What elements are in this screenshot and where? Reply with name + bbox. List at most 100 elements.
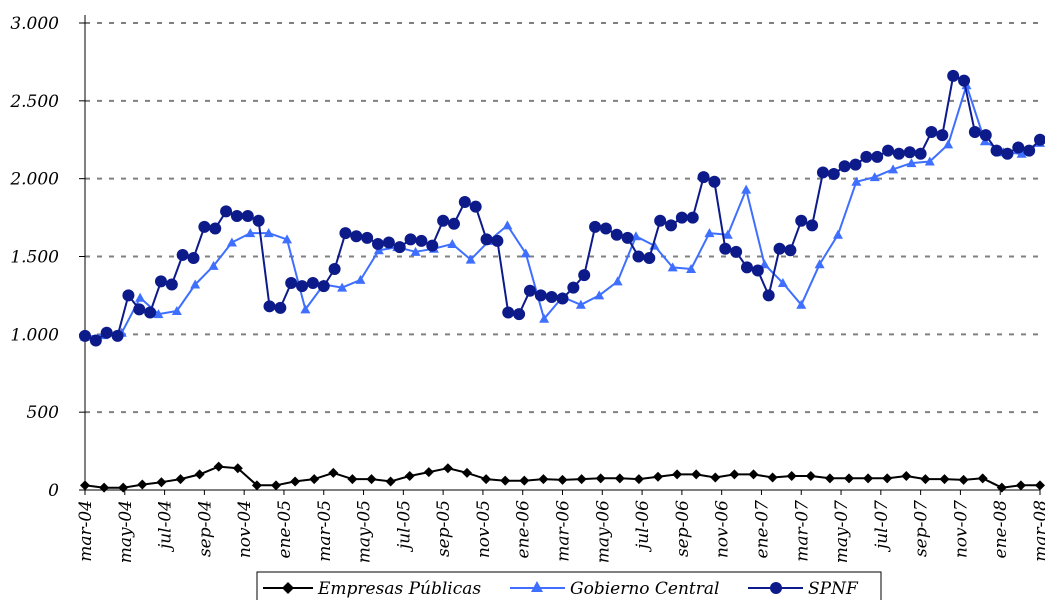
x-tick-label: mar-04 bbox=[76, 500, 96, 562]
x-tick-label: sep-06 bbox=[673, 500, 693, 557]
data-point bbox=[704, 228, 715, 238]
data-point bbox=[458, 196, 471, 209]
data-point bbox=[849, 158, 862, 171]
data-point bbox=[1015, 480, 1026, 491]
data-point bbox=[977, 473, 988, 484]
data-point bbox=[860, 150, 873, 163]
data-point bbox=[423, 467, 434, 478]
data-point bbox=[144, 306, 157, 319]
data-point bbox=[1012, 141, 1025, 154]
data-point bbox=[667, 262, 678, 272]
data-point bbox=[404, 233, 417, 246]
x-tick-label: nov-07 bbox=[951, 500, 971, 558]
data-point bbox=[171, 305, 182, 315]
data-point bbox=[271, 480, 281, 491]
data-point bbox=[251, 480, 262, 491]
data-point bbox=[863, 473, 874, 484]
x-tick-label: may-07 bbox=[832, 500, 852, 563]
x-tick-label: may-05 bbox=[355, 500, 375, 563]
data-point bbox=[943, 139, 954, 149]
data-point bbox=[595, 473, 606, 484]
legend-item-gobierno: Gobierno Central bbox=[510, 579, 719, 599]
x-tick-label: jul-04 bbox=[156, 500, 176, 553]
data-point bbox=[777, 277, 788, 287]
x-tick-label: ene-06 bbox=[514, 500, 534, 559]
data-point bbox=[252, 214, 265, 227]
data-point bbox=[773, 242, 786, 255]
data-point bbox=[209, 222, 222, 235]
data-point bbox=[691, 469, 702, 480]
data-point bbox=[462, 467, 472, 478]
data-point bbox=[1034, 133, 1045, 146]
data-point bbox=[838, 160, 851, 173]
data-point bbox=[722, 229, 733, 239]
data-point bbox=[355, 274, 366, 284]
x-tick-label: mar-07 bbox=[792, 500, 812, 562]
data-point bbox=[556, 292, 569, 305]
data-point bbox=[306, 276, 319, 289]
data-point bbox=[686, 211, 699, 224]
data-point bbox=[175, 474, 186, 485]
data-point bbox=[816, 166, 829, 179]
data-point bbox=[906, 158, 917, 168]
data-point bbox=[708, 175, 721, 188]
data-point bbox=[1001, 147, 1014, 160]
y-tick-label: 500 bbox=[27, 403, 60, 423]
data-point bbox=[762, 289, 775, 302]
legend-label-gobierno: Gobierno Central bbox=[570, 579, 719, 599]
data-point bbox=[740, 261, 753, 274]
data-point bbox=[513, 308, 526, 321]
data-point bbox=[347, 474, 358, 485]
data-point bbox=[612, 276, 623, 286]
data-point bbox=[968, 125, 981, 138]
data-point bbox=[447, 239, 458, 249]
x-tick-label: mar-06 bbox=[554, 500, 574, 562]
data-point bbox=[653, 471, 663, 482]
data-point bbox=[914, 147, 927, 160]
x-tick-label: ene-05 bbox=[275, 500, 295, 558]
x-tick-label: nov-04 bbox=[235, 500, 255, 558]
data-point bbox=[901, 470, 912, 481]
data-point bbox=[500, 475, 511, 486]
legend-marker-spnf bbox=[770, 582, 782, 594]
data-point bbox=[589, 220, 602, 233]
data-point bbox=[710, 472, 721, 483]
data-point bbox=[729, 469, 740, 480]
data-point bbox=[339, 227, 352, 240]
y-tick-label: 2.000 bbox=[9, 170, 59, 190]
data-point bbox=[442, 463, 453, 474]
data-point bbox=[156, 477, 167, 488]
data-point bbox=[621, 231, 634, 244]
data-point bbox=[578, 269, 591, 282]
data-point bbox=[567, 281, 580, 294]
data-point bbox=[947, 69, 960, 82]
x-axis: mar-04 may-04 jul-04 sep-04 nov-04 ene-05 mar-… bbox=[76, 489, 1045, 563]
data-point bbox=[79, 329, 91, 342]
data-point bbox=[719, 242, 732, 255]
data-point bbox=[309, 474, 320, 485]
legend: Empresas Públicas Gobierno Central SPNF bbox=[256, 571, 882, 600]
data-point bbox=[100, 326, 113, 339]
legend-item-empresas: Empresas Públicas bbox=[263, 579, 481, 599]
data-point bbox=[274, 301, 287, 314]
legend-label-empresas: Empresas Públicas bbox=[317, 579, 481, 599]
data-point bbox=[220, 205, 233, 218]
data-point bbox=[538, 474, 549, 485]
data-point bbox=[317, 280, 330, 293]
data-point bbox=[480, 233, 493, 246]
data-point bbox=[465, 254, 476, 264]
data-point bbox=[576, 474, 587, 485]
data-point bbox=[871, 150, 884, 163]
data-point bbox=[111, 329, 124, 342]
data-point bbox=[599, 222, 612, 235]
data-point bbox=[176, 248, 189, 261]
data-point bbox=[165, 278, 178, 291]
x-tick-label: may-06 bbox=[593, 500, 613, 563]
y-tick-label: 1.500 bbox=[10, 248, 59, 268]
data-point bbox=[892, 147, 905, 160]
data-point bbox=[372, 238, 385, 251]
data-point bbox=[361, 231, 374, 244]
data-point bbox=[939, 474, 950, 485]
data-point bbox=[996, 482, 1007, 493]
data-point bbox=[805, 470, 816, 481]
